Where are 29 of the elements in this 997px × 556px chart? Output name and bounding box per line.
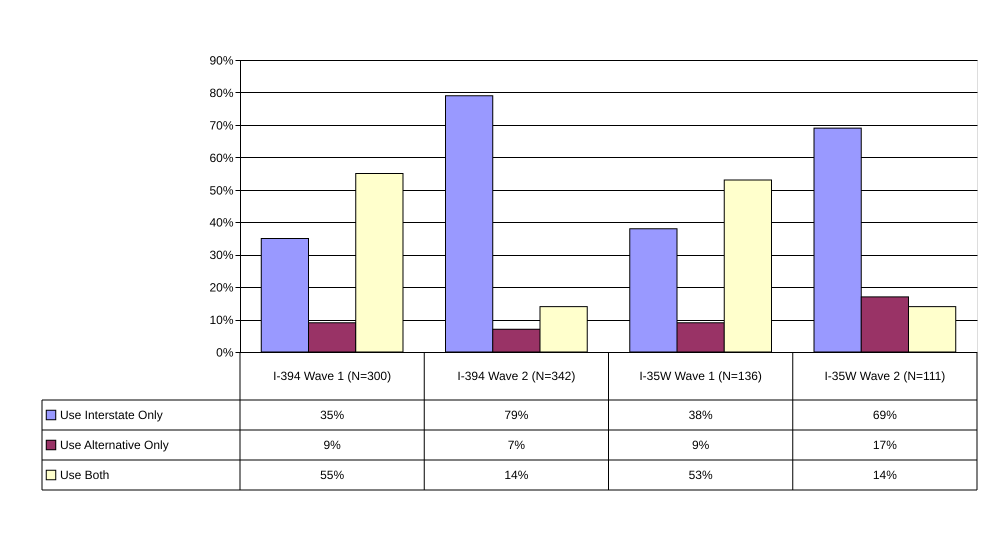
y-tick-label: 30% [209,248,234,262]
y-tick-label: 10% [209,313,234,328]
data-label: 35% [320,408,344,422]
data-label: 38% [688,408,713,422]
data-label: 14% [504,468,529,482]
y-tick-label: 80% [209,86,234,100]
x-tick-label: I-35W Wave 2 (N=111) [824,369,946,383]
data-label: 7% [508,438,526,452]
y-tick-label: 90% [209,54,234,68]
data-label: 17% [872,438,898,452]
data-label: 14% [872,468,898,482]
x-tick-label: I-35W Wave 1 (N=136) [639,369,762,383]
y-tick-label: 50% [209,183,234,198]
y-tick-label: 0% [216,346,234,360]
data-label: 53% [688,468,713,482]
x-tick-label: I-394 Wave 2 (N=342) [457,369,576,383]
y-tick-label: 60% [209,150,234,165]
data-label: 9% [692,438,710,452]
y-tick-label: 70% [209,118,234,132]
y-tick-label: 20% [209,280,234,295]
data-label: 55% [320,468,344,482]
legend-label: Use Both [60,468,110,482]
data-label: 69% [872,408,898,422]
y-tick-label: 40% [209,216,234,230]
data-label: 79% [504,408,529,422]
x-tick-label: I-394 Wave 1 (N=300) [273,369,392,383]
legend-label: Use Alternative Only [60,438,169,452]
legend-label: Use Interstate Only [60,408,163,422]
data-label: 9% [323,438,342,452]
